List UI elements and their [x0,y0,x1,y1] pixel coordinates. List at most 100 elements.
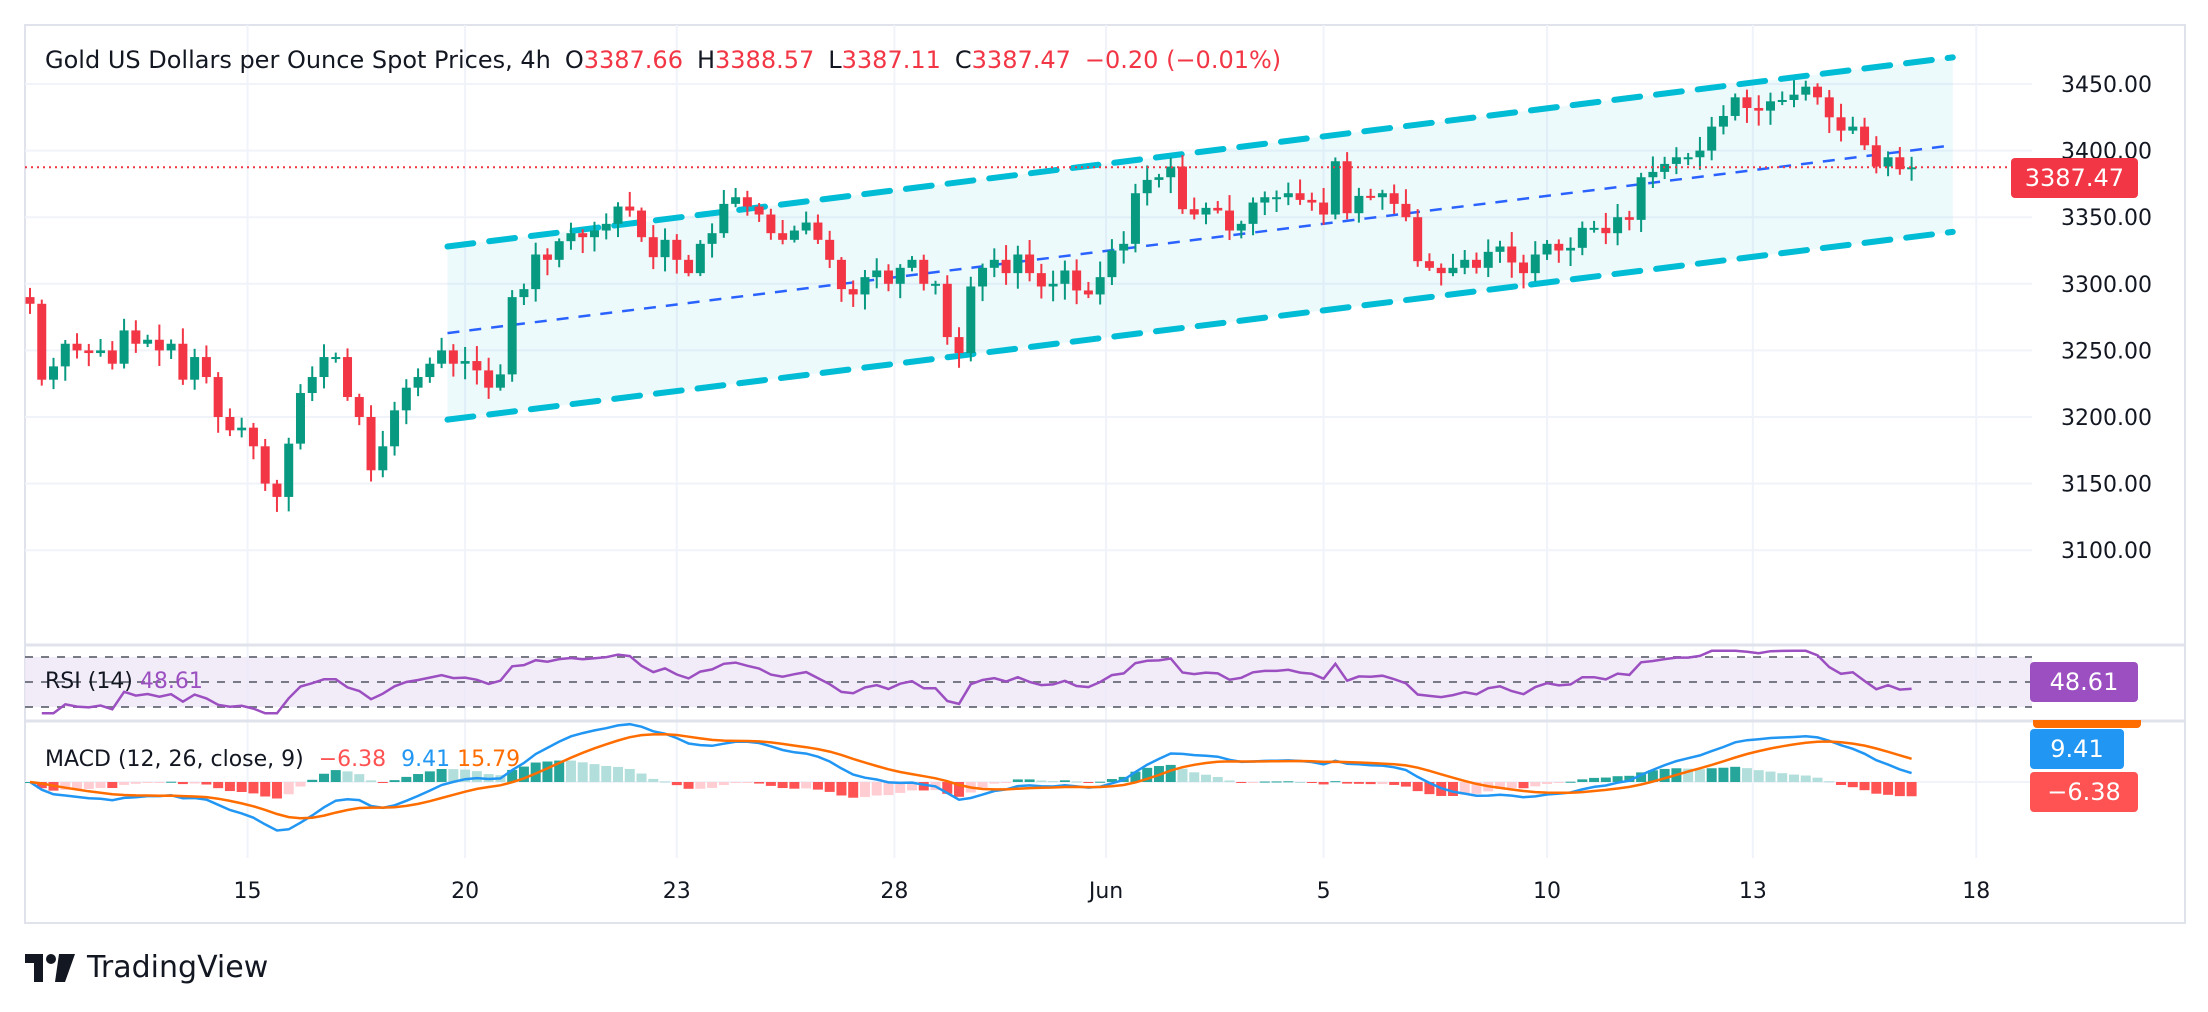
candle-body [1777,99,1787,102]
candle-body [1718,115,1728,127]
candle-body [225,417,235,431]
candle-body [907,259,917,268]
candle-body [484,370,494,388]
macd-histogram-bar [389,780,400,782]
candle-body [660,239,670,258]
rsi-value-tag: 48.61 [2030,662,2138,702]
macd-histogram-bar [248,782,259,794]
low-key: L [828,46,842,74]
candle-body [1648,171,1658,178]
parallel-channel[interactable] [444,54,1956,423]
macd-histogram-bar [1036,780,1047,782]
macd-histogram-bar [1083,782,1094,783]
time-tick-label: 13 [1739,879,1767,904]
candle-body [742,197,752,207]
candle-body [25,297,35,304]
macd-histogram-bar [1471,782,1482,794]
candle-body [1213,207,1223,211]
candle-body [366,417,376,471]
macd-histogram-bar [1624,775,1635,782]
macd-histogram-bar [1412,782,1423,792]
candle-body [1860,126,1870,146]
legend-header: Gold US Dollars per Ounce Spot Prices, 4… [45,46,1281,74]
time-tick-label: 15 [234,879,262,904]
macd-histogram-bar [1224,780,1235,782]
candle-body [131,330,141,344]
candle-body [272,483,282,497]
grid-lines [25,25,2032,858]
macd-histogram-bar [154,782,165,783]
macd-histogram-bar [1883,782,1894,795]
macd-histogram-bar [1447,782,1458,796]
macd-histogram-bar [1683,768,1694,782]
candle-body [919,259,929,284]
macd-histogram-bar [754,782,765,784]
macd-histogram-bar [224,782,235,792]
candle-body [872,270,882,278]
macd-histogram-bar [119,782,130,785]
macd-histogram-bar [895,782,906,793]
macd-histogram-bar [1812,777,1823,782]
macd-line-tag: 9.41 [2030,729,2124,769]
candle-body [978,267,988,287]
price-change: −0.20 (−0.01%) [1084,46,1282,74]
candle-body [1201,207,1211,215]
macd-histogram-bar [177,782,188,785]
candle-body [1036,273,1046,287]
close-key: C [954,46,972,74]
macd-histogram-bar [1389,782,1400,785]
macd-histogram-bar [1659,768,1670,782]
macd-histogram-bar [1001,782,1012,783]
price-axis[interactable]: 3450.003400.003350.003300.003250.003200.… [2061,73,2152,564]
macd-histogram-bar [789,782,800,789]
macd-histogram-bar [460,769,471,782]
candle-body [1471,259,1481,268]
candle-body [1542,243,1552,255]
macd-histogram-bar [1836,782,1847,785]
macd-histogram-bar [1824,781,1835,783]
macd-histogram-bar [330,770,341,782]
candle-body [1048,283,1058,287]
candle-body [1730,97,1740,116]
candle-body [1260,197,1270,203]
macd-histogram-bar [1142,767,1153,782]
macd-legend: MACD (12, 26, close, 9) −6.38 9.41 15.79 [45,747,520,772]
candle-body [1695,150,1705,158]
candle-body [1601,227,1611,234]
candle-body [754,206,764,215]
candle-body [1060,270,1070,284]
candle-body [778,233,788,240]
macd-histogram-bar [1530,782,1541,787]
low-value: 3387.11 [841,46,941,74]
macd-histogram-bar [319,773,329,782]
candle-body [931,283,941,286]
macd-histogram-bar [554,760,565,782]
candle-body [1330,161,1340,215]
macd-histogram-bar [589,764,600,782]
macd-histogram-bar [1636,772,1647,782]
candle-body [1225,210,1235,231]
macd-histogram-bar [1259,781,1270,783]
candle-body [472,361,482,371]
macd-signal-line [29,732,1912,820]
candle-body [1166,166,1176,178]
candle-body [672,239,682,260]
macd-histogram-bar [130,782,141,784]
candle-body [1107,250,1117,278]
candle-body [1530,254,1540,274]
candle-body [601,223,611,231]
macd-histogram-bar [213,782,224,789]
macd-histogram-bar [83,782,94,789]
rsi-label: RSI (14) [45,669,133,694]
candle-body [460,361,470,364]
price-tick-label: 3300.00 [2061,273,2152,298]
candle-body [119,330,129,364]
candle-body [578,233,588,238]
time-axis[interactable]: 15 20 23 28 Jun 5 10 13 18 [234,879,1991,904]
candle-body [319,357,329,378]
candle-body [1177,166,1187,210]
macd-histogram-bar [801,782,812,789]
tradingview-logo[interactable]: TradingView [25,950,268,985]
macd-histogram-bar [1894,782,1905,797]
